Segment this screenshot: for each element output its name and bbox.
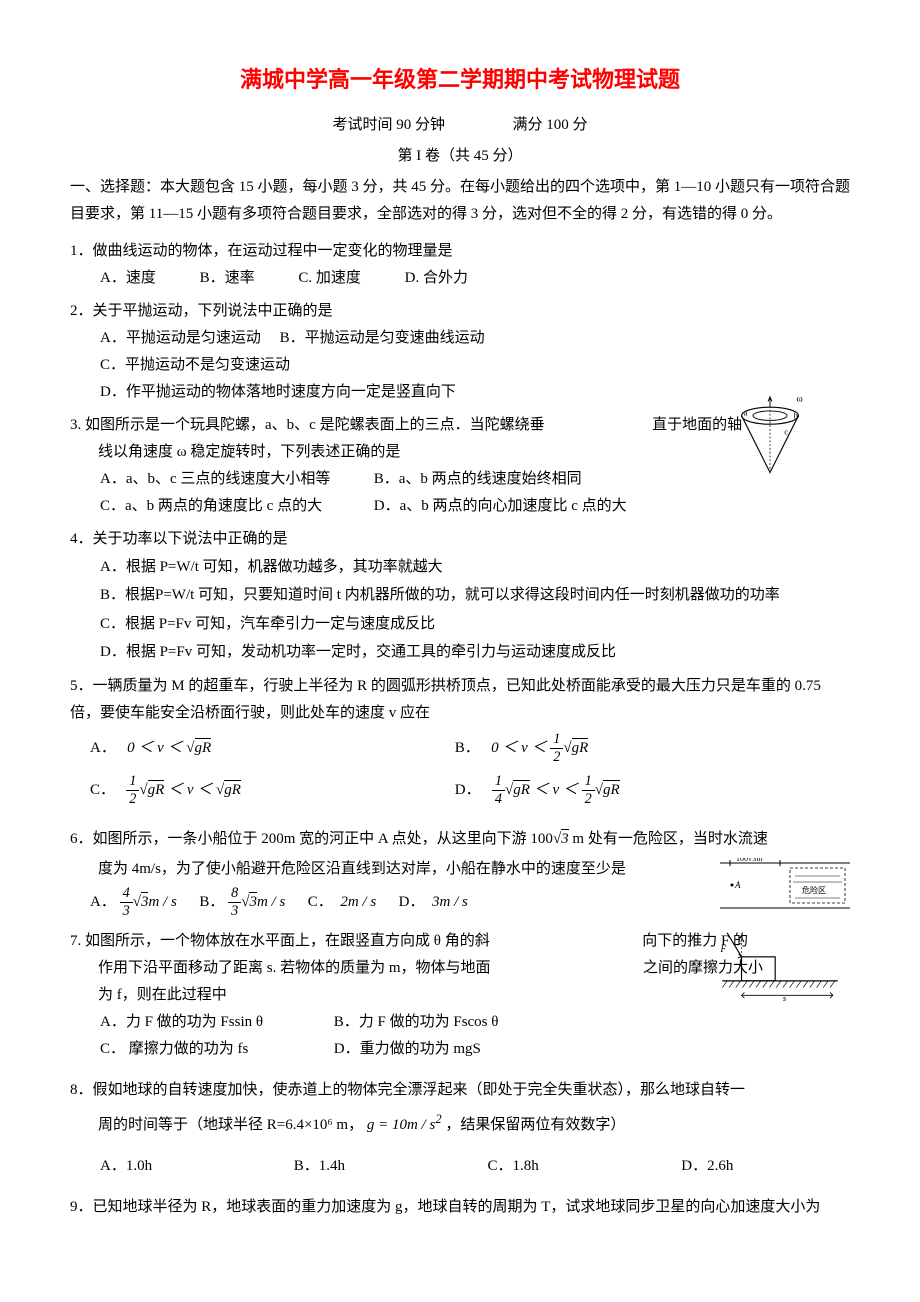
q1-opt-d: D. 合外力: [405, 270, 468, 286]
q6-c-val: 2m / s: [340, 894, 376, 910]
q1-options: A．速度 B．速率 C. 加速度 D. 合外力: [70, 265, 850, 292]
q5-stem: 5．一辆质量为 M 的超重车，行驶上半径为 R 的圆弧形拱桥顶点，已知此处桥面能…: [70, 673, 850, 727]
cone-figure: ω a b c: [730, 392, 810, 482]
q6-opt-c: C． 2m / s: [308, 894, 380, 910]
question-3: ω a b c 3. 如图所示是一个玩具陀螺，a、b、c 是陀螺表面上的三点．当…: [70, 412, 850, 520]
q4-opt-a: A．根据 P=W/t 可知，机器做功越多，其功率就越大: [70, 553, 850, 582]
question-7: θ F s 7. 如图所示，一个物体放在水平面上，在跟竖直方向成 θ 角的斜 向…: [70, 928, 850, 1063]
q3-opt-d: D．a、b 两点的向心加速度比 c 点的大: [374, 498, 627, 514]
q8-opt-b: B．1.4h: [294, 1153, 444, 1180]
q5-d-label: D．: [455, 782, 481, 798]
q6-c-label: C．: [308, 894, 333, 910]
instructions: 一、选择题：本大题包含 15 小题，每小题 3 分，共 45 分。在每小题给出的…: [70, 174, 850, 228]
question-4: 4．关于功率以下说法中正确的是 A．根据 P=W/t 可知，机器做功越多，其功率…: [70, 526, 850, 667]
q1-opt-c: C. 加速度: [298, 270, 361, 286]
q6-stem-b: m 处有一危险区，当时水流速: [569, 831, 768, 847]
q6-d-label: D．: [399, 894, 425, 910]
q5-options: A． 0 ＜ v ＜ √gR B． 0 ＜ v ＜ 12√gR C． 12√gR…: [70, 727, 850, 811]
question-9: 9．已知地球半径为 R，地球表面的重力加速度为 g，地球自转的周期为 T，试求地…: [70, 1194, 850, 1221]
q5-c-label: C．: [90, 782, 115, 798]
q7-optline2: C． 摩擦力做的功为 fs D．重力做的功为 mgS: [70, 1036, 850, 1063]
svg-text:ω: ω: [797, 394, 803, 404]
q8-options: A．1.0h B．1.4h C．1.8h D．2.6h: [70, 1153, 850, 1180]
river-figure: 100√3m A 危险区: [720, 858, 850, 913]
q1-opt-a: A．速度: [100, 270, 156, 286]
section-header: 第 I 卷（共 45 分）: [70, 143, 850, 170]
q5-opt-d: D． 14√gR ＜ v ＜ 12√gR: [455, 769, 820, 811]
svg-text:a: a: [743, 407, 747, 417]
svg-text:s: s: [783, 993, 787, 1003]
question-1: 1．做曲线运动的物体，在运动过程中一定变化的物理量是 A．速度 B．速率 C. …: [70, 238, 850, 292]
q7-optline1: A．力 F 做的功为 Fssin θ B．力 F 做的功为 Fscos θ: [70, 1009, 850, 1036]
exam-info: 考试时间 90 分钟 满分 100 分: [70, 112, 850, 139]
q8-stem-b: 周的时间等于（地球半径 R=6.4×10⁶ m，: [98, 1117, 363, 1133]
q5-b-label: B．: [455, 740, 480, 756]
q3-stem-a: 3. 如图所示是一个玩具陀螺，a、b、c 是陀螺表面上的三点．当陀螺绕垂: [70, 417, 545, 433]
svg-text:c: c: [784, 426, 788, 436]
svg-text:危险区: 危险区: [802, 885, 826, 895]
q8-opt-c: C．1.8h: [488, 1153, 638, 1180]
svg-text:A: A: [734, 880, 741, 890]
q3-opt-b: B．a、b 两点的线速度始终相同: [374, 471, 582, 487]
q5-opt-c: C． 12√gR ＜ v ＜ √gR: [90, 769, 455, 811]
q7-opt-b: B．力 F 做的功为 Fscos θ: [334, 1014, 499, 1030]
q3-opt-a: A．a、b、c 三点的线速度大小相等: [100, 466, 370, 493]
full-score: 满分 100 分: [513, 117, 588, 133]
q2-opt-b: B．平抛运动是匀变速曲线运动: [280, 330, 485, 346]
q6-opt-d: D． 3m / s: [399, 894, 468, 910]
q2-opt-c: C．平抛运动不是匀变速运动: [70, 352, 850, 379]
q8-stem-c: ，结果保留两位有效数字）: [445, 1117, 625, 1133]
q2-stem: 2．关于平抛运动，下列说法中正确的是: [70, 298, 850, 325]
page-title: 满城中学高一年级第二学期期中考试物理试题: [70, 60, 850, 100]
q4-opt-d: D．根据 P=Fv 可知，发动机功率一定时，交通工具的牵引力与运动速度成反比: [70, 638, 850, 667]
q8-opt-d: D．2.6h: [681, 1158, 733, 1174]
q5-opt-a: A． 0 ＜ v ＜ √gR: [90, 727, 455, 769]
question-8: 8．假如地球的自转速度加快，使赤道上的物体完全漂浮起来（即处于完全失重状态），那…: [70, 1077, 850, 1180]
q3-stem-b: 直于地面的轴: [652, 417, 742, 433]
q2-opt-a: A．平抛运动是匀速运动: [100, 330, 261, 346]
svg-text:100√3m: 100√3m: [736, 858, 763, 863]
q4-opt-c: C．根据 P=Fv 可知，汽车牵引力一定与速度成反比: [70, 610, 850, 639]
q8-stem-line2: 周的时间等于（地球半径 R=6.4×10⁶ m， g = 10m / s2 ，结…: [70, 1104, 850, 1143]
q6-stem-a: 6．如图所示，一条小船位于 200m 宽的河正中 A 点处，从这里向下游 100: [70, 831, 553, 847]
q3-line2: C．a、b 两点的角速度比 c 点的大 D．a、b 两点的向心加速度比 c 点的…: [70, 493, 850, 520]
q6-stem-line1: 6．如图所示，一条小船位于 200m 宽的河正中 A 点处，从这里向下游 100…: [70, 823, 850, 856]
svg-text:F: F: [719, 944, 726, 955]
exam-time: 考试时间 90 分钟: [332, 117, 445, 133]
q5-opt-b: B． 0 ＜ v ＜ 12√gR: [455, 727, 820, 769]
q5-a-label: A．: [90, 740, 116, 756]
q6-opt-b: B． 83√3m / s: [199, 894, 289, 910]
q7-opt-d: D．重力做的功为 mgS: [334, 1041, 481, 1057]
q1-opt-b: B．速率: [200, 270, 255, 286]
svg-text:b: b: [794, 410, 798, 420]
q9-stem: 9．已知地球半径为 R，地球表面的重力加速度为 g，地球自转的周期为 T，试求地…: [70, 1194, 850, 1221]
q6-d-val: 3m / s: [432, 894, 468, 910]
q4-opt-b: B．根据P=W/t 可知，只要知道时间 t 内机器所做的功，就可以求得这段时间内…: [70, 581, 850, 610]
q6-b-label: B．: [199, 894, 224, 910]
question-2: 2．关于平抛运动，下列说法中正确的是 A．平抛运动是匀速运动 B．平抛运动是匀变…: [70, 298, 850, 406]
q7-stem-a: 7. 如图所示，一个物体放在水平面上，在跟竖直方向成 θ 角的斜: [70, 933, 490, 949]
q4-stem: 4．关于功率以下说法中正确的是: [70, 526, 850, 553]
q7-opt-a: A．力 F 做的功为 Fssin θ: [100, 1009, 330, 1036]
q6-opt-a: A． 43√3m / s: [90, 894, 181, 910]
q8-stem-a: 8．假如地球的自转速度加快，使赤道上的物体完全漂浮起来（即处于完全失重状态），那…: [70, 1077, 850, 1104]
q7-opt-c: C． 摩擦力做的功为 fs: [100, 1036, 330, 1063]
q2-line1: A．平抛运动是匀速运动 B．平抛运动是匀变速曲线运动: [70, 325, 850, 352]
block-figure: θ F s: [710, 928, 850, 1003]
question-5: 5．一辆质量为 M 的超重车，行驶上半径为 R 的圆弧形拱桥顶点，已知此处桥面能…: [70, 673, 850, 811]
q6-a-label: A．: [90, 894, 116, 910]
svg-text:θ: θ: [739, 933, 744, 943]
question-6: 6．如图所示，一条小船位于 200m 宽的河正中 A 点处，从这里向下游 100…: [70, 823, 850, 922]
q7-stem-c: 作用下沿平面移动了距离 s. 若物体的质量为 m，物体与地面: [98, 960, 491, 976]
q3-opt-c: C．a、b 两点的角速度比 c 点的大: [100, 493, 370, 520]
q8-opt-a: A．1.0h: [100, 1153, 250, 1180]
q1-stem: 1．做曲线运动的物体，在运动过程中一定变化的物理量是: [70, 238, 850, 265]
